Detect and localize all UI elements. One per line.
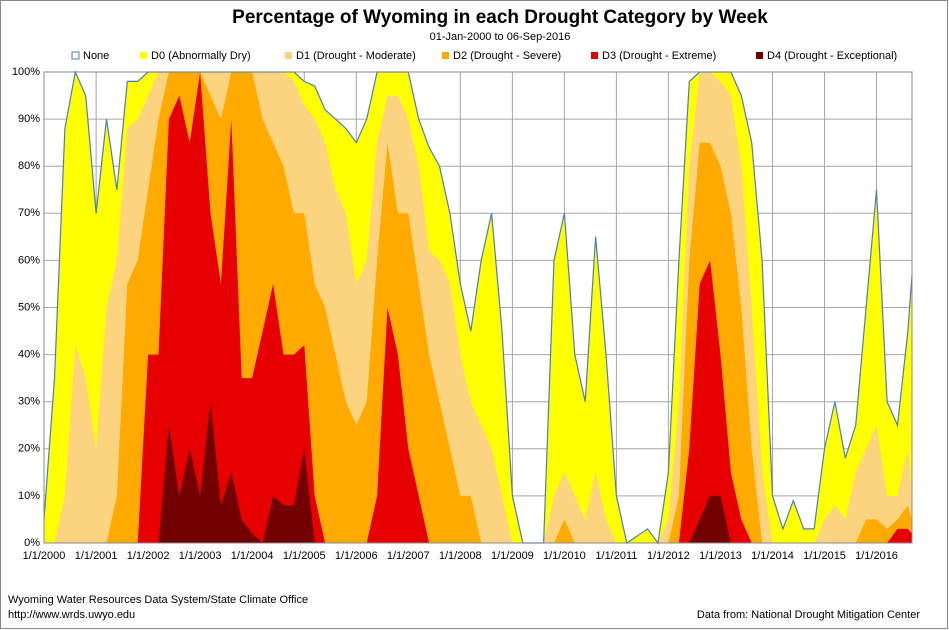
x-tick-label: 1/1/2011 (595, 550, 637, 562)
x-tick-label: 1/1/2003 (179, 550, 222, 562)
plot-frame (43, 71, 913, 544)
legend-label: D3 (Drought - Extreme) (602, 50, 716, 62)
y-tick-label: 10% (18, 490, 40, 502)
chart-title: Percentage of Wyoming in each Drought Ca… (232, 7, 768, 28)
legend-swatch (591, 52, 598, 59)
legend-swatch (285, 52, 292, 59)
chart-subtitle: 01-Jan-2000 to 06-Sep-2016 (430, 31, 571, 43)
y-tick-label: 90% (18, 113, 40, 125)
y-tick-label: 0% (24, 537, 40, 549)
x-tick-label: 1/1/2002 (127, 550, 170, 562)
x-tick-label: 1/1/2004 (231, 550, 274, 562)
legend-label: D4 (Drought - Exceptional) (767, 50, 897, 62)
x-tick-label: 1/1/2014 (751, 550, 794, 562)
x-tick-label: 1/1/2015 (803, 550, 846, 562)
y-tick-label: 100% (12, 66, 40, 78)
x-tick-label: 1/1/2007 (387, 550, 430, 562)
legend-label: D2 (Drought - Severe) (453, 50, 561, 62)
footer-left: http://www.wrds.uwyo.edu (8, 609, 135, 621)
y-tick-label: 50% (18, 301, 40, 313)
area (44, 72, 912, 543)
x-tick-label: 1/1/2008 (439, 550, 482, 562)
legend-label: D1 (Drought - Moderate) (296, 50, 416, 62)
legend-label: None (83, 50, 109, 62)
x-tick-label: 1/1/2016 (855, 550, 898, 562)
y-tick-label: 20% (18, 443, 40, 455)
legend-swatch (756, 52, 763, 59)
x-tick-label: 1/1/2000 (23, 550, 66, 562)
x-tick-label: 1/1/2010 (543, 550, 586, 562)
y-tick-label: 80% (18, 160, 40, 172)
y-tick-label: 60% (18, 254, 40, 266)
legend-label: D0 (Abnormally Dry) (151, 50, 251, 62)
y-tick-label: 40% (18, 349, 40, 361)
legend-swatch (71, 51, 80, 60)
x-tick-label: 1/1/2013 (699, 550, 742, 562)
footer-right: Data from: National Drought Mitigation C… (697, 609, 920, 621)
footer-left: Wyoming Water Resources Data System/Stat… (8, 594, 308, 606)
x-tick-label: 1/1/2001 (75, 550, 118, 562)
legend-swatch (140, 52, 147, 59)
legend-swatch (442, 52, 449, 59)
x-tick-label: 1/1/2012 (647, 550, 690, 562)
x-tick-label: 1/1/2005 (283, 550, 326, 562)
x-tick-label: 1/1/2009 (491, 550, 534, 562)
y-tick-label: 70% (18, 207, 40, 219)
y-tick-label: 30% (18, 396, 40, 408)
x-tick-label: 1/1/2006 (335, 550, 378, 562)
